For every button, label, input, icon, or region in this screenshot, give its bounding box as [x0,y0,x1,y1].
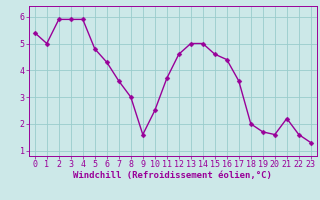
X-axis label: Windchill (Refroidissement éolien,°C): Windchill (Refroidissement éolien,°C) [73,171,272,180]
